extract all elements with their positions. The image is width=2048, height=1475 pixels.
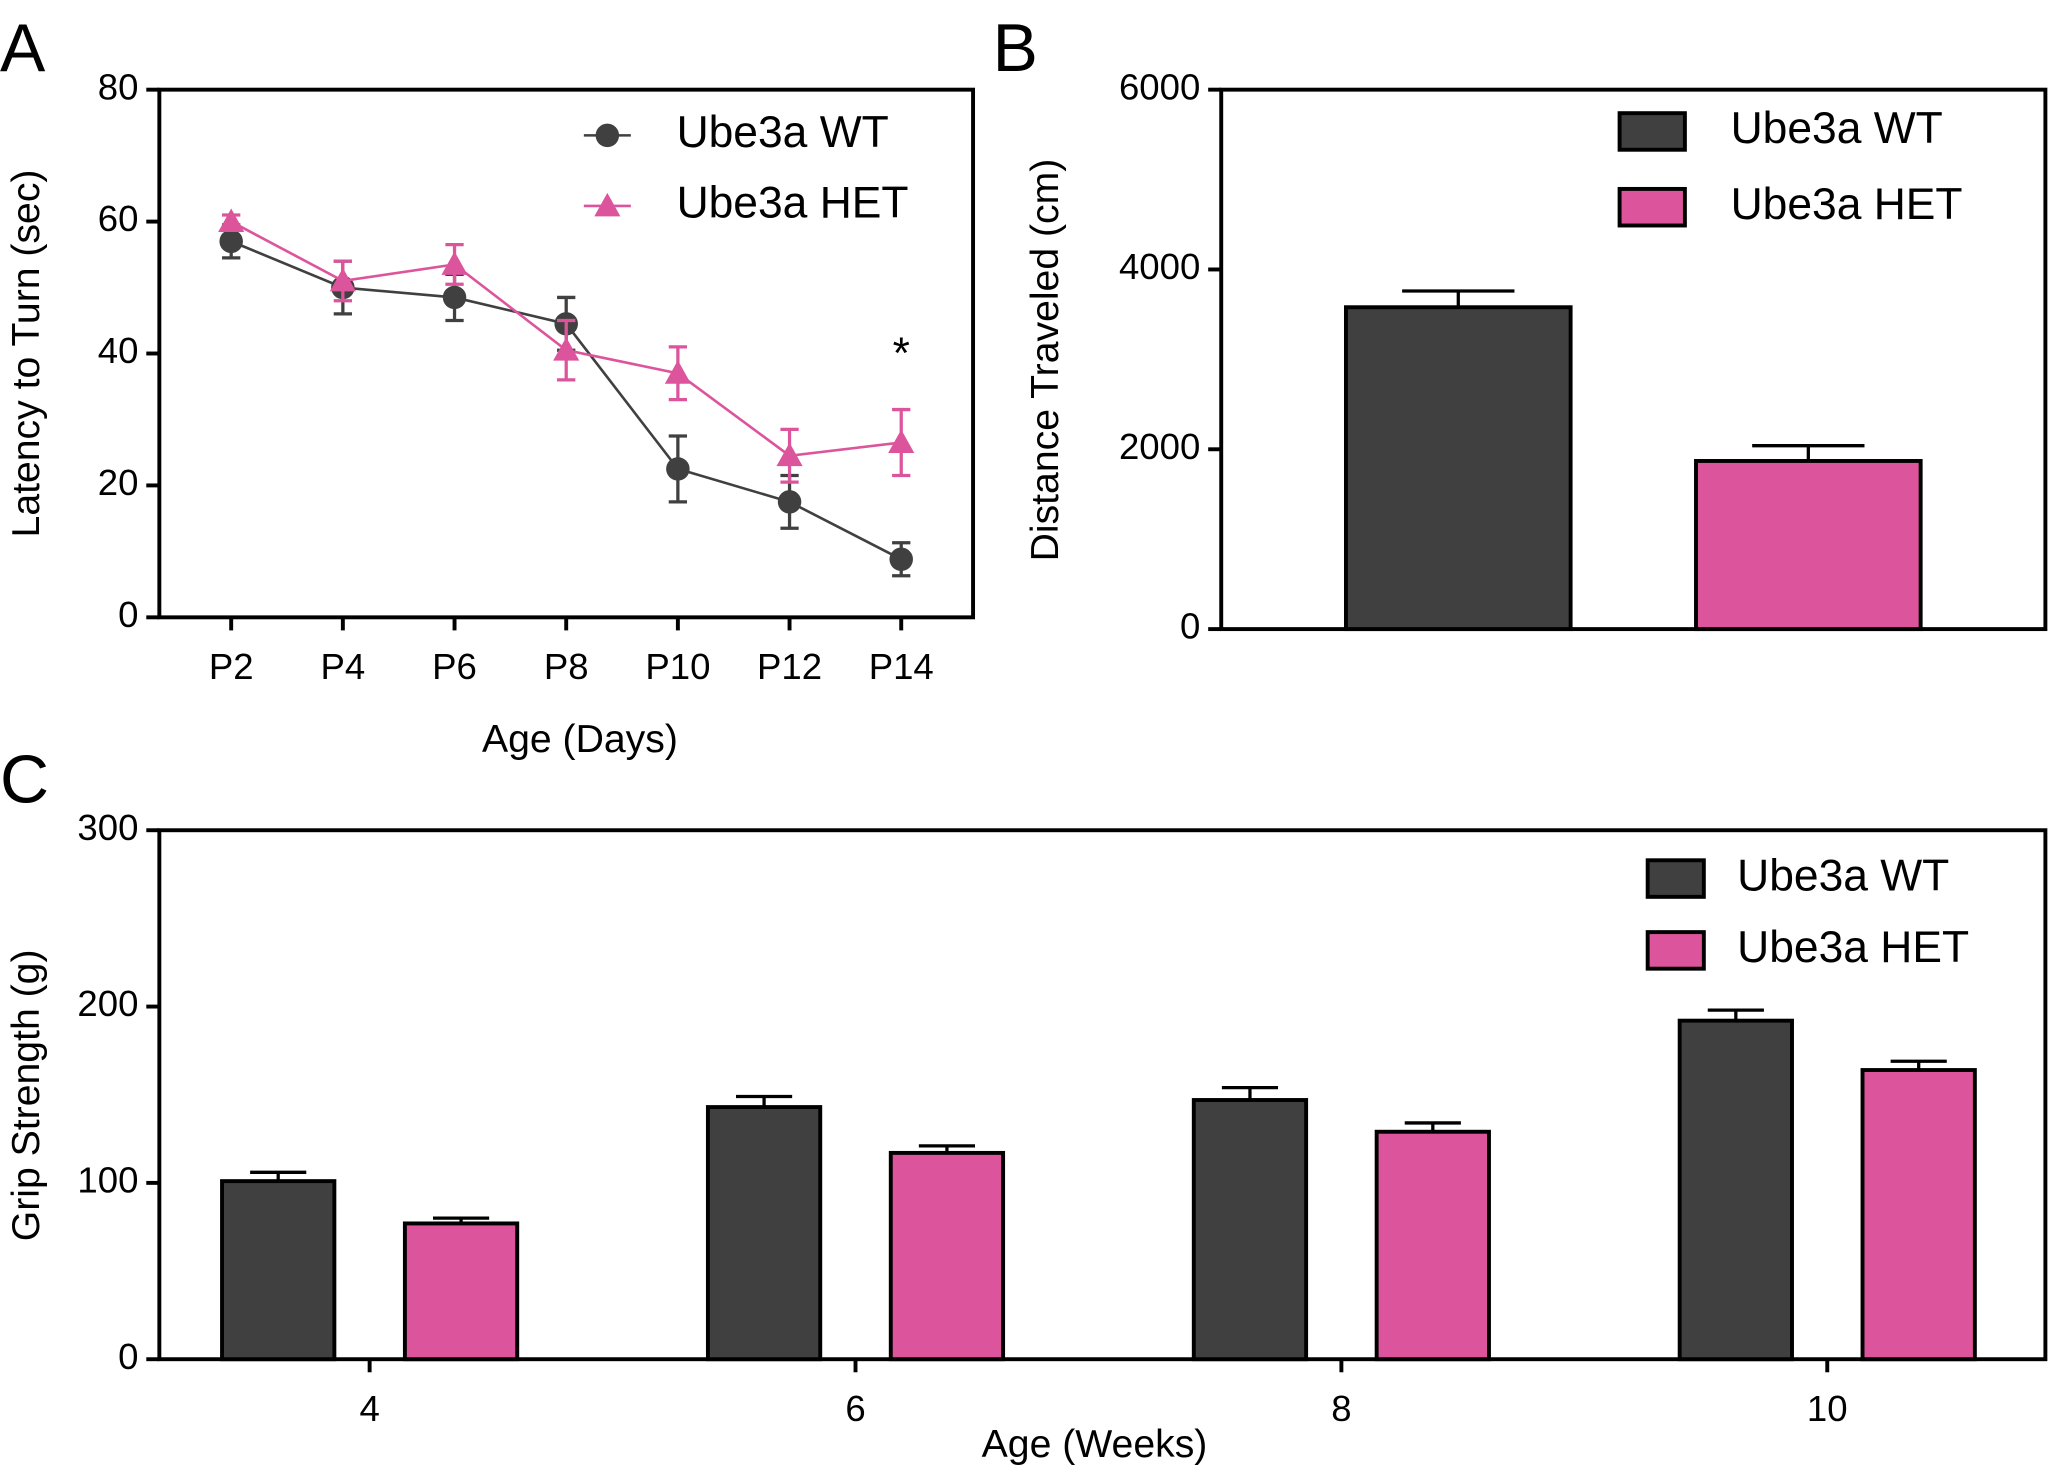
x-tick-label: P2 <box>209 646 254 687</box>
x-tick-label: 4 <box>359 1388 379 1429</box>
bar <box>402 1221 520 1362</box>
legend-swatch <box>1645 930 1706 971</box>
data-point <box>219 229 243 254</box>
error-bar <box>1402 289 1515 308</box>
data-point <box>218 208 245 233</box>
y-tick-label: 60 <box>98 198 139 239</box>
y-tick-label: 2000 <box>1119 426 1200 467</box>
y-axis-label: Latency to Turn (sec) <box>5 170 48 538</box>
x-tick-label: 10 <box>1807 1388 1848 1429</box>
data-point <box>777 490 802 514</box>
x-tick-label: 6 <box>845 1388 865 1429</box>
legend-swatch <box>1617 186 1687 228</box>
bar <box>1694 459 1923 632</box>
data-point <box>441 251 468 275</box>
y-tick-label: 300 <box>77 807 138 848</box>
legend-label: Ube3a HET <box>1737 923 1969 972</box>
y-tick-label: 4000 <box>1119 246 1200 287</box>
bar <box>220 1179 337 1362</box>
legend-label: Ube3a HET <box>677 179 909 228</box>
legend-marker <box>594 192 621 217</box>
y-tick-label: 80 <box>98 66 139 107</box>
bar <box>705 1105 823 1362</box>
bar <box>1860 1068 1977 1362</box>
x-tick-label: 8 <box>1331 1388 1351 1429</box>
legend-label: Ube3a WT <box>677 108 889 157</box>
plot-frame <box>1219 87 2048 632</box>
bar <box>1374 1129 1491 1362</box>
y-tick-label: 0 <box>118 594 138 635</box>
y-axis-label: Distance Traveled (cm) <box>1024 159 1067 562</box>
x-tick-label: P8 <box>544 646 589 687</box>
legend-marker <box>595 123 620 148</box>
x-tick-label: P12 <box>757 646 822 687</box>
bar <box>1677 1018 1794 1362</box>
bar <box>1191 1098 1309 1362</box>
data-point <box>664 360 691 384</box>
error-bar <box>1221 1086 1279 1101</box>
x-axis-label: Age (Weeks) <box>982 1423 1208 1466</box>
bar <box>1344 305 1573 632</box>
x-tick-label: P10 <box>645 646 710 687</box>
data-point <box>776 442 803 467</box>
y-tick-label: 6000 <box>1119 66 1200 107</box>
x-tick-label: P14 <box>869 646 934 687</box>
panel-letter: B <box>993 11 1038 86</box>
panel-letter: C <box>0 742 49 817</box>
data-point <box>889 547 913 572</box>
plot-frame <box>157 828 2048 1362</box>
y-tick-label: 40 <box>98 330 139 371</box>
legend-swatch <box>1645 858 1706 899</box>
bar <box>888 1150 1006 1362</box>
data-point <box>888 429 915 453</box>
y-tick-label: 0 <box>118 1336 138 1377</box>
legend-label: Ube3a WT <box>1731 104 1943 153</box>
x-tick-label: P4 <box>320 646 365 687</box>
panel-letter: A <box>0 11 46 86</box>
y-tick-label: 200 <box>77 983 138 1024</box>
y-axis-label: Grip Strength (g) <box>5 950 48 1242</box>
annotation: * <box>893 329 910 378</box>
data-point <box>329 267 356 292</box>
legend-swatch <box>1617 111 1687 152</box>
legend-label: Ube3a WT <box>1737 851 1949 900</box>
y-tick-label: 100 <box>77 1160 138 1201</box>
data-point <box>442 285 467 310</box>
y-tick-label: 20 <box>98 462 139 503</box>
legend-label: Ube3a HET <box>1731 180 1963 229</box>
y-tick-label: 0 <box>1180 606 1200 647</box>
x-axis-label: Age (Days) <box>482 718 678 761</box>
data-point <box>553 337 580 361</box>
x-tick-label: P6 <box>432 646 477 687</box>
error-bar <box>1752 444 1865 461</box>
data-point <box>666 457 690 481</box>
